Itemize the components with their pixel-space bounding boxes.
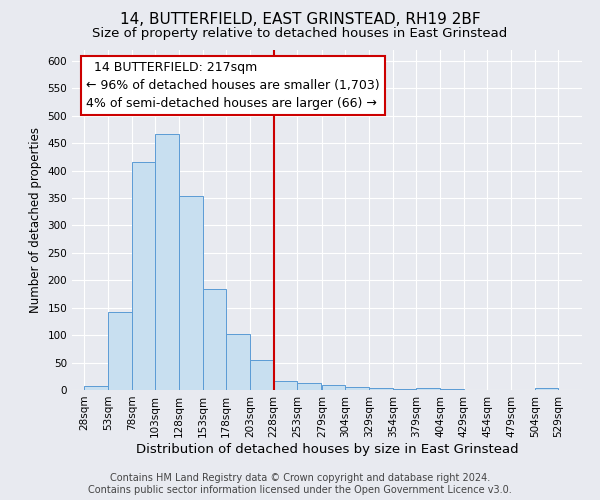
Bar xyxy=(108,312,131,390)
Y-axis label: Number of detached properties: Number of detached properties xyxy=(29,127,42,313)
Bar xyxy=(535,388,559,390)
Bar xyxy=(226,334,250,390)
Bar xyxy=(346,388,369,390)
Bar xyxy=(297,383,321,390)
X-axis label: Distribution of detached houses by size in East Grinstead: Distribution of detached houses by size … xyxy=(136,442,518,456)
Bar xyxy=(416,388,440,390)
Bar xyxy=(203,289,226,390)
Bar xyxy=(131,162,155,390)
Text: 14 BUTTERFIELD: 217sqm  
← 96% of detached houses are smaller (1,703)
4% of semi: 14 BUTTERFIELD: 217sqm ← 96% of detached… xyxy=(86,61,380,110)
Bar xyxy=(155,134,179,390)
Bar xyxy=(393,389,416,390)
Bar xyxy=(85,386,108,390)
Text: Size of property relative to detached houses in East Grinstead: Size of property relative to detached ho… xyxy=(92,28,508,40)
Bar xyxy=(274,380,297,390)
Text: Contains HM Land Registry data © Crown copyright and database right 2024.
Contai: Contains HM Land Registry data © Crown c… xyxy=(88,474,512,495)
Bar xyxy=(250,360,274,390)
Bar xyxy=(322,385,346,390)
Bar xyxy=(369,388,393,390)
Text: 14, BUTTERFIELD, EAST GRINSTEAD, RH19 2BF: 14, BUTTERFIELD, EAST GRINSTEAD, RH19 2B… xyxy=(119,12,481,28)
Bar xyxy=(179,196,203,390)
